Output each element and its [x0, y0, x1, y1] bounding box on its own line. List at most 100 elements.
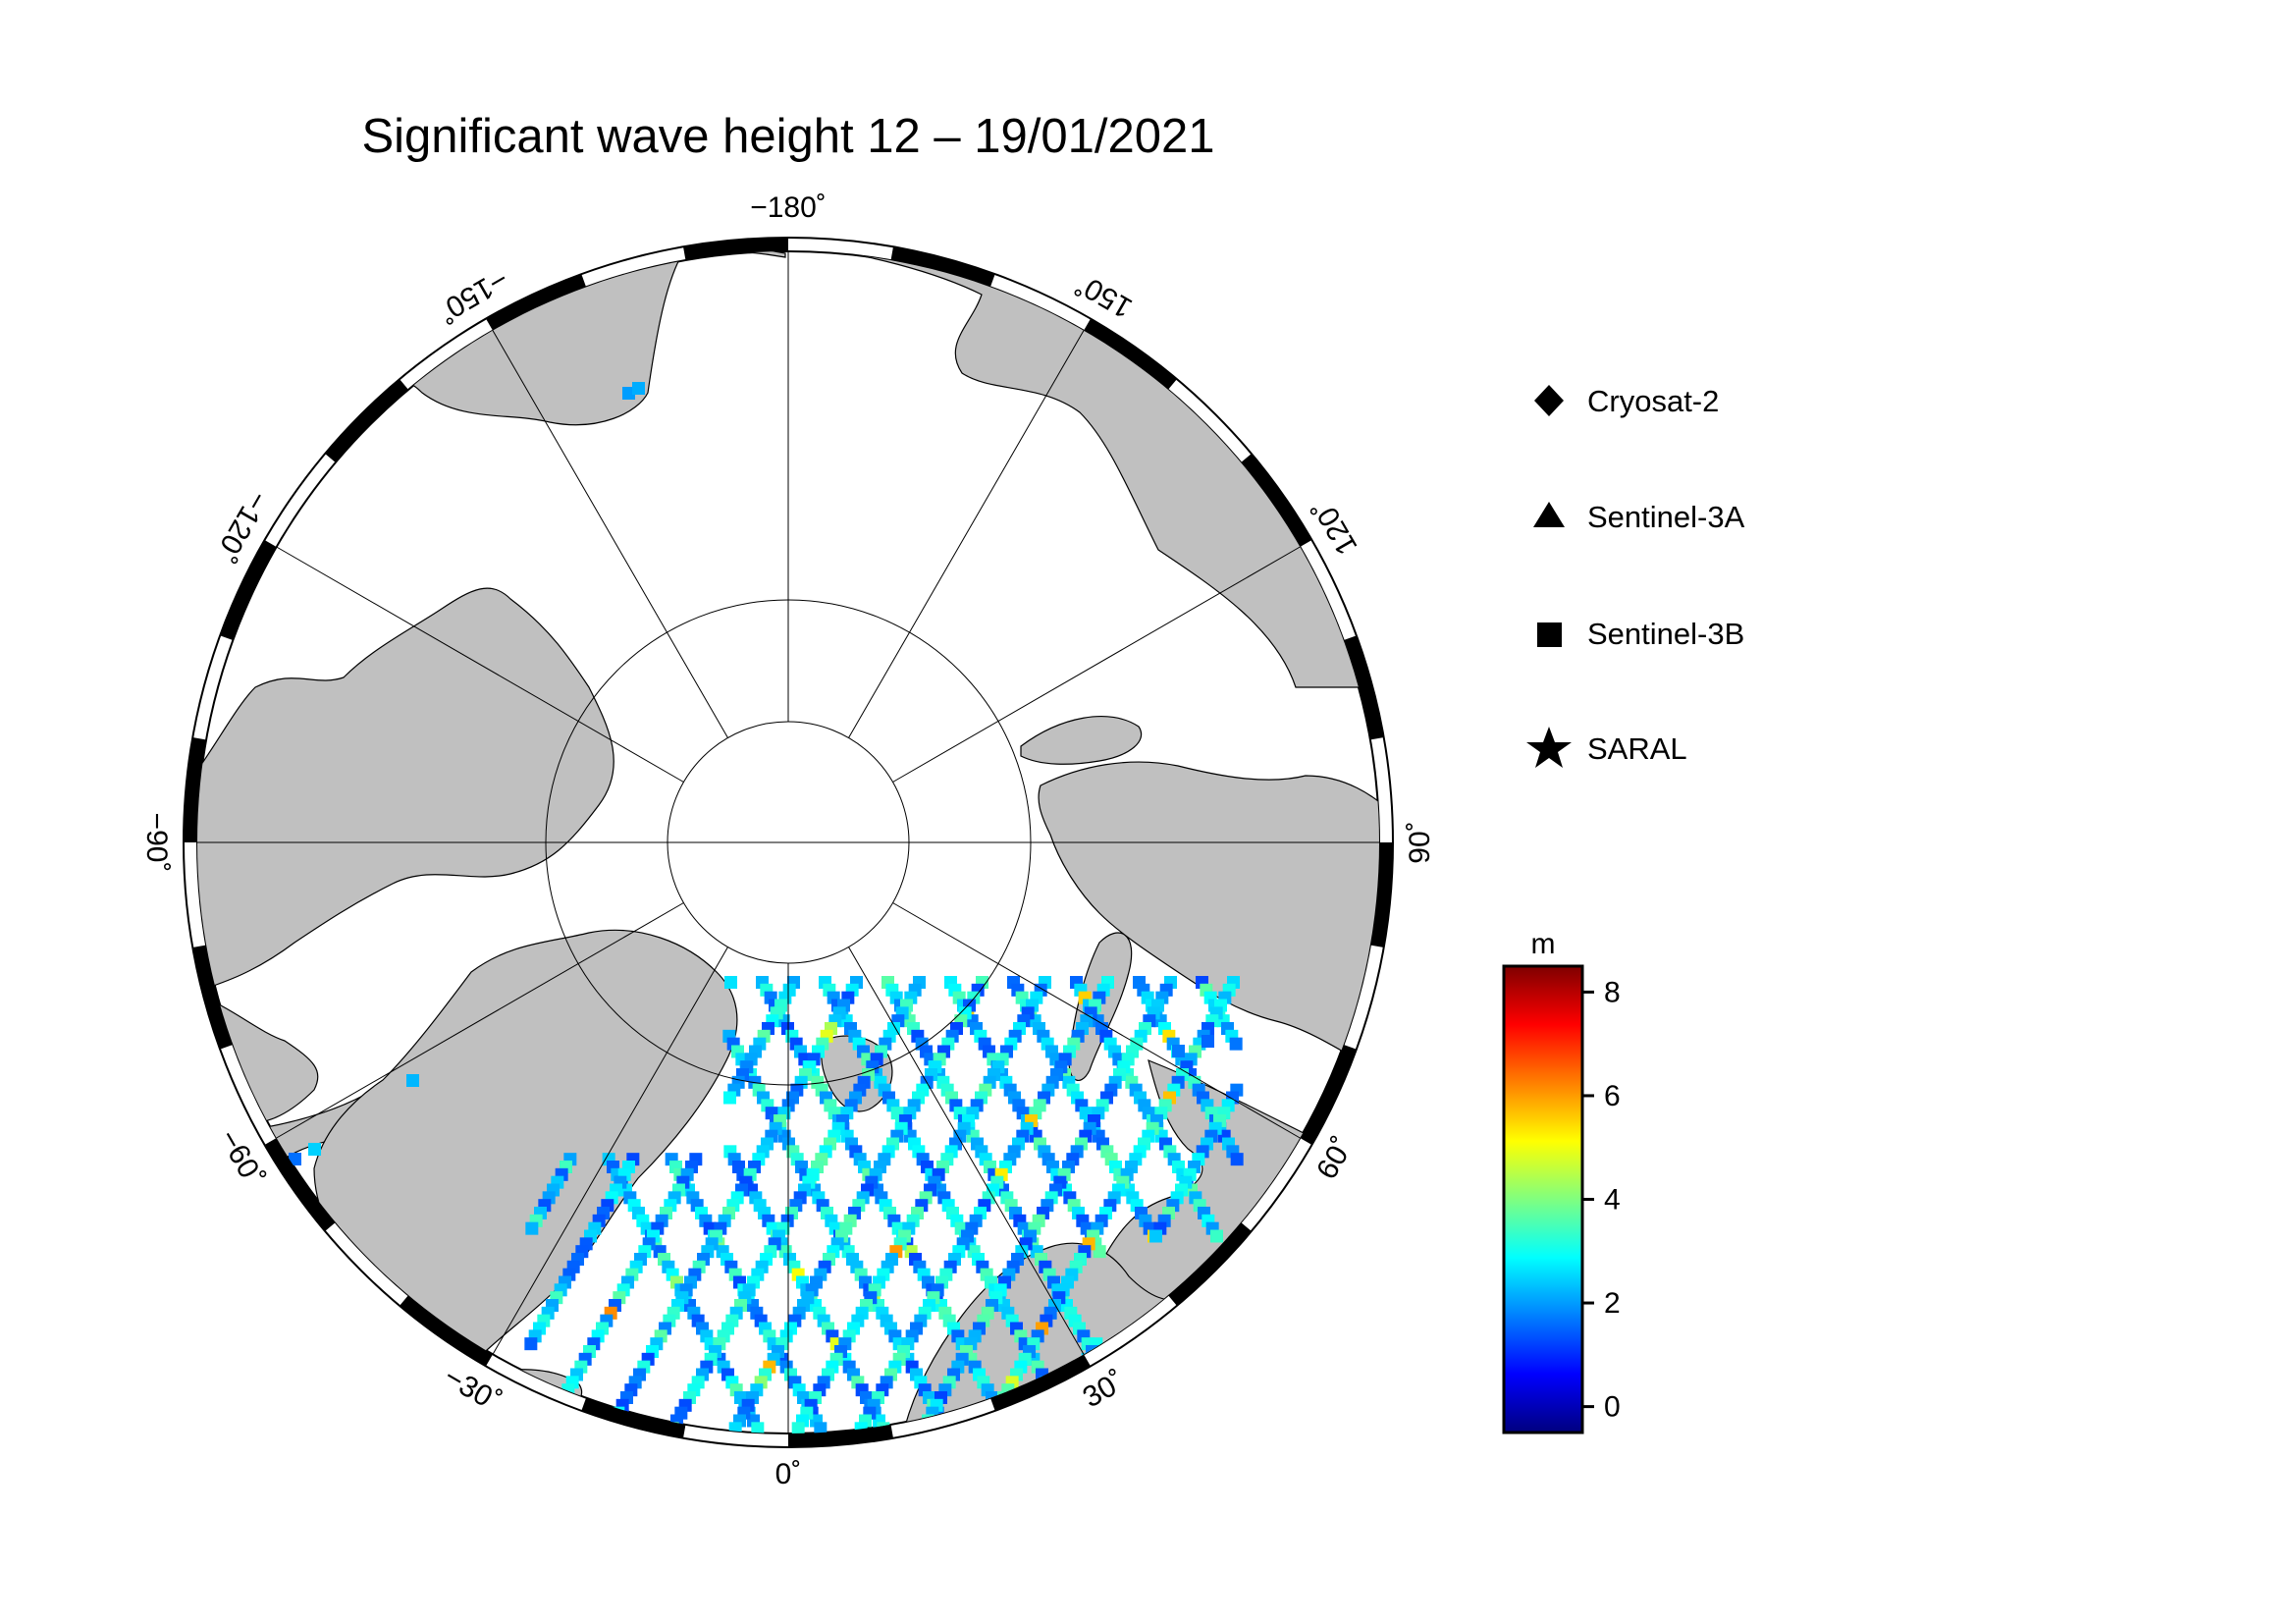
legend-item-sentinel-3b: Sentinel-3B	[1537, 617, 1744, 651]
observation-point	[728, 1422, 742, 1434]
frame-segment	[192, 945, 233, 1050]
colorbar-tick-label: 8	[1604, 976, 1621, 1008]
frame-segment	[1168, 1222, 1252, 1306]
land-siberia-central	[1038, 761, 1379, 1081]
meridian-line	[276, 546, 684, 783]
meridian-line	[492, 330, 728, 738]
observation-point	[1002, 1422, 1016, 1434]
frame-segment	[1344, 635, 1384, 740]
meridian-line	[892, 546, 1301, 783]
observation-point	[1201, 1035, 1214, 1048]
legend-label: SARAL	[1587, 731, 1687, 766]
wave-height-observations	[289, 382, 1244, 1434]
longitude-label: 30˚	[1078, 1365, 1131, 1414]
meridian-line	[492, 947, 728, 1355]
observation-point	[791, 1422, 805, 1434]
frame-segment	[220, 540, 277, 640]
observation-point	[1210, 1229, 1223, 1243]
observation-point	[540, 1422, 554, 1434]
observation-point	[603, 1422, 616, 1434]
colorbar: m 0 2 4 6 8	[1502, 928, 1621, 1434]
frame-segment	[890, 246, 995, 287]
frame-segment	[1300, 1045, 1357, 1145]
observation-point	[1229, 1037, 1243, 1051]
legend-label: Sentinel-3A	[1587, 500, 1745, 534]
observation-point	[622, 387, 635, 400]
observation-point	[524, 1337, 538, 1351]
land-taymyr	[1020, 716, 1143, 765]
frame-segment	[184, 737, 206, 843]
legend-label: Sentinel-3B	[1587, 617, 1744, 651]
observation-point	[406, 1074, 419, 1087]
longitude-label: 0˚	[775, 1458, 802, 1490]
colorbar-tick-label: 0	[1604, 1391, 1621, 1424]
observation-point	[1051, 1406, 1065, 1420]
observation-point	[1042, 1422, 1056, 1434]
observation-point	[545, 1414, 558, 1428]
land-canada-north	[197, 587, 614, 993]
observation-point	[632, 382, 645, 395]
observation-point	[1061, 1414, 1074, 1428]
legend-item-sentinel-3a: Sentinel-3A	[1533, 500, 1745, 534]
frame-segment	[787, 1425, 893, 1447]
observation-point	[1055, 1398, 1069, 1412]
observation-point	[723, 1091, 736, 1105]
observation-point	[985, 1414, 997, 1428]
longitude-label: −180˚	[750, 191, 827, 224]
meridian-line	[848, 330, 1085, 738]
observation-point	[1047, 1414, 1060, 1428]
colorbar-unit: m	[1531, 928, 1556, 960]
frame-segment	[1241, 454, 1312, 547]
meridian-line	[892, 902, 1301, 1139]
meridian-line	[848, 947, 1085, 1355]
observation-point	[854, 1422, 868, 1434]
colorbar-tick-label: 6	[1604, 1080, 1621, 1112]
observation-point	[1149, 1229, 1162, 1243]
map-title: Significant wave height 12 – 19/01/2021	[361, 110, 1214, 163]
meridian-line	[276, 902, 684, 1139]
observation-point	[525, 1221, 539, 1235]
observation-point	[1060, 1391, 1073, 1404]
square-icon	[1537, 622, 1562, 647]
observation-point	[998, 1414, 1011, 1428]
observation-point	[1064, 1383, 1078, 1397]
legend-item-cryosat-2: Cryosat-2	[1534, 384, 1719, 418]
observation-point	[724, 976, 737, 989]
observation-point	[1048, 1391, 1061, 1404]
observation-point	[289, 1153, 301, 1165]
diamond-icon	[1534, 385, 1564, 416]
frame-segment	[683, 238, 789, 260]
graticule	[197, 251, 1379, 1434]
legend-item-saral: SARAL	[1526, 727, 1687, 768]
observation-point	[1065, 1422, 1079, 1434]
longitude-label: 60˚	[1310, 1132, 1360, 1185]
observation-point	[549, 1406, 562, 1420]
legend-label: Cryosat-2	[1587, 384, 1719, 418]
longitude-label: 90˚	[1404, 821, 1436, 863]
frame-segment	[1370, 841, 1393, 947]
frame-segment	[581, 1398, 686, 1438]
observation-point	[814, 1422, 828, 1434]
observation-point	[980, 1422, 993, 1434]
observation-point	[1052, 1398, 1066, 1412]
observation-point	[1093, 1245, 1106, 1259]
frame-segment	[990, 1354, 1091, 1411]
colorbar-gradient	[1502, 964, 1584, 1434]
observation-point	[1172, 1045, 1185, 1057]
colorbar-tick-label: 4	[1604, 1184, 1621, 1217]
observation-point	[308, 1143, 321, 1156]
star-icon	[1526, 727, 1572, 768]
frame-segment	[264, 1138, 336, 1231]
frame-segment	[325, 379, 408, 462]
frame-segment	[1084, 318, 1177, 390]
observation-point	[751, 1422, 765, 1434]
colorbar-tick-label: 2	[1604, 1287, 1621, 1320]
frame-segment	[400, 1295, 493, 1367]
satellite-legend: Cryosat-2 Sentinel-3A Sentinel-3B SARAL	[1526, 384, 1745, 768]
frame-segment	[486, 274, 586, 331]
observation-point	[1230, 1153, 1244, 1166]
triangle-icon	[1533, 502, 1565, 527]
longitude-label: −90˚	[140, 813, 173, 873]
observation-point	[1056, 1406, 1070, 1420]
